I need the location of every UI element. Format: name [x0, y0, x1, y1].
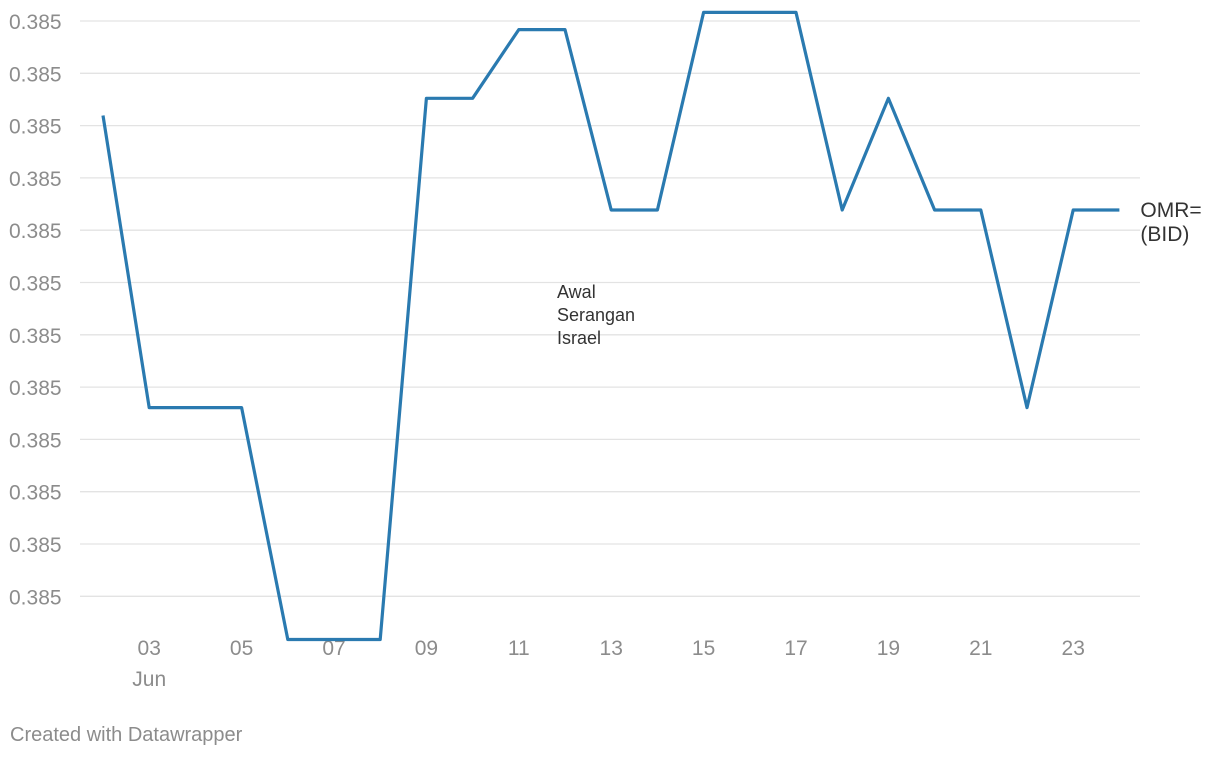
y-tick-label: 0.385 — [9, 377, 62, 400]
y-tick-label: 0.385 — [9, 325, 62, 348]
y-tick-label: 0.385 — [9, 11, 62, 34]
y-tick-label: 0.385 — [9, 482, 62, 505]
line-chart: 0.385 0.385 0.385 0.385 0.385 0.385 0.385 0.385… — [9, 10, 1202, 691]
y-tick-label: 0.385 — [9, 63, 62, 86]
annotations: Awal Serangan Israel — [557, 282, 635, 348]
x-tick-label: 03 — [138, 637, 161, 660]
series-line-omr-bid — [101, 10, 1120, 642]
y-tick-label: 0.385 — [9, 168, 62, 191]
x-axis-ticks: 03 05 07 09 11 13 15 17 19 21 23 Jun — [132, 637, 1085, 691]
x-tick-label: 23 — [1062, 637, 1085, 660]
x-tick-label: 17 — [784, 637, 807, 660]
y-tick-label: 0.385 — [9, 534, 62, 557]
x-tick-label: 13 — [600, 637, 623, 660]
annotation-text: Awal Serangan Israel — [557, 282, 635, 348]
x-tick-label: 09 — [415, 637, 438, 660]
footer-credit: Created with Datawrapper — [10, 724, 243, 746]
x-tick-label: 21 — [969, 637, 992, 660]
x-tick-label: 19 — [877, 637, 900, 660]
y-tick-label: 0.385 — [9, 220, 62, 243]
series-label-omr-bid: OMR= (BID) — [1140, 199, 1201, 246]
x-month-label: Jun — [132, 668, 166, 691]
y-tick-label: 0.385 — [9, 586, 62, 609]
y-tick-label: 0.385 — [9, 116, 62, 139]
series-labels: OMR= (BID) — [1140, 199, 1201, 246]
y-tick-label: 0.385 — [9, 273, 62, 296]
y-tick-label: 0.385 — [9, 429, 62, 452]
x-tick-label: 15 — [692, 637, 715, 660]
x-tick-label: 11 — [508, 637, 530, 660]
x-tick-label: 05 — [230, 637, 253, 660]
y-axis-ticks: 0.385 0.385 0.385 0.385 0.385 0.385 0.385 0.385… — [9, 11, 62, 609]
gridlines — [80, 20, 1140, 597]
x-tick-label: 07 — [322, 637, 345, 660]
